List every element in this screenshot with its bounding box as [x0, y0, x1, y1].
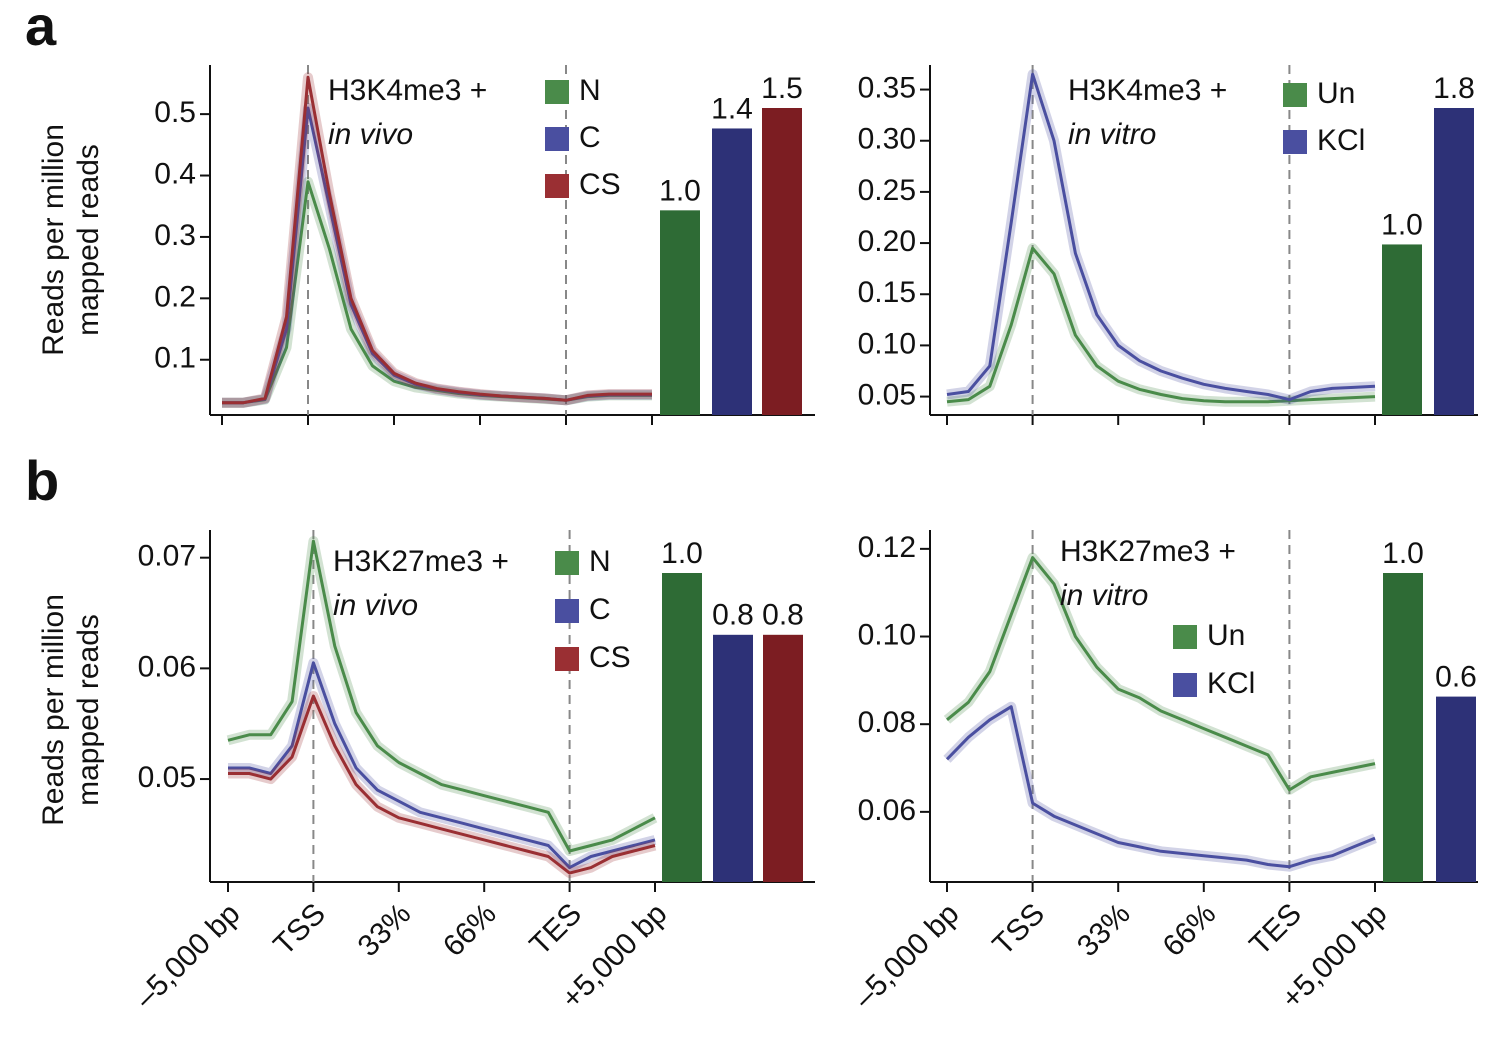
- y-tick-label: 0.05: [858, 379, 916, 412]
- panel-letter: a: [25, 0, 57, 57]
- legend-swatch: [545, 80, 569, 104]
- legend-swatch: [555, 599, 579, 623]
- y-tick-label: 0.2: [154, 280, 196, 313]
- fold-bar: [660, 210, 700, 415]
- panel-subtitle: in vivo: [328, 118, 413, 151]
- fold-bar: [1434, 108, 1474, 415]
- confidence-band: [943, 701, 1377, 872]
- legend-label: KCl: [1207, 667, 1255, 700]
- legend-swatch: [1173, 625, 1197, 649]
- y-tick-label: 0.12: [858, 531, 916, 564]
- series-line: [946, 72, 1376, 402]
- series-line: [945, 705, 1376, 869]
- fold-bar: [763, 634, 803, 882]
- y-tick-label: 0.20: [858, 225, 916, 258]
- legend-label: N: [589, 545, 611, 578]
- panel-subtitle: in vitro: [1068, 118, 1156, 151]
- legend-label: Un: [1317, 77, 1355, 110]
- series-line: [227, 539, 656, 853]
- bar-value-label: 1.0: [659, 174, 701, 207]
- y-tick-label: 0.25: [858, 174, 916, 207]
- legend-swatch: [555, 647, 579, 671]
- legend-swatch: [1173, 673, 1197, 697]
- legend-label: C: [589, 593, 611, 626]
- fold-bar: [712, 128, 752, 415]
- fold-bar: [1383, 573, 1423, 882]
- panel-title: H3K27me3 +: [1060, 535, 1236, 568]
- x-tick-label: 33%: [1071, 897, 1137, 963]
- y-tick-label: 0.05: [138, 761, 196, 794]
- legend-label: KCl: [1317, 124, 1365, 157]
- bar-value-label: 1.4: [711, 92, 753, 125]
- fold-bar: [713, 634, 753, 882]
- series-line: [946, 246, 1376, 404]
- y-tick-label: 0.07: [138, 540, 196, 573]
- panel-title: H3K27me3 +: [333, 545, 509, 578]
- series-line: [222, 75, 652, 405]
- series-line: [946, 556, 1376, 792]
- confidence-band: [946, 69, 1376, 405]
- fold-bar: [1436, 696, 1476, 882]
- y-tick-label: 0.30: [858, 123, 916, 156]
- bar-value-label: 0.6: [1435, 661, 1477, 694]
- bar-value-label: 1.0: [661, 537, 703, 570]
- legend-label: Un: [1207, 619, 1245, 652]
- panel-title: H3K4me3 +: [1068, 74, 1227, 107]
- y-tick-label: 0.1: [154, 342, 196, 375]
- x-tick-label: TSS: [987, 897, 1052, 962]
- bar-value-label: 0.8: [762, 599, 804, 632]
- panel-subtitle: in vivo: [333, 589, 418, 622]
- legend-swatch: [555, 551, 579, 575]
- confidence-band: [943, 552, 1377, 795]
- x-tick-label: TSS: [267, 897, 332, 962]
- legend-swatch: [545, 127, 569, 151]
- legend-label: CS: [579, 168, 621, 201]
- bar-value-label: 1.8: [1433, 72, 1475, 105]
- bar-value-label: 1.0: [1382, 537, 1424, 570]
- y-axis-label: mapped reads: [72, 144, 105, 336]
- bar-value-label: 1.0: [1381, 208, 1423, 241]
- y-tick-label: 0.4: [154, 157, 196, 190]
- series-line: [228, 694, 656, 875]
- x-tick-label: TES: [524, 897, 589, 962]
- fold-bar: [662, 573, 702, 882]
- panel-subtitle: in vitro: [1060, 579, 1148, 612]
- x-tick-label: –5,000 bp: [129, 897, 247, 1015]
- x-tick-label: TES: [1243, 897, 1308, 962]
- y-tick-label: 0.35: [858, 71, 916, 104]
- y-tick-label: 0.08: [858, 706, 916, 739]
- y-tick-label: 0.10: [858, 618, 916, 651]
- bar-value-label: 0.8: [712, 599, 754, 632]
- legend-label: CS: [589, 641, 631, 674]
- y-axis-label: mapped reads: [72, 614, 105, 806]
- y-tick-label: 0.10: [858, 327, 916, 360]
- y-tick-label: 0.06: [138, 650, 196, 683]
- legend-label: C: [579, 121, 601, 154]
- x-tick-label: 66%: [437, 897, 503, 963]
- legend-swatch: [1283, 130, 1307, 154]
- legend-swatch: [1283, 83, 1307, 107]
- fold-bar: [1382, 244, 1422, 415]
- x-tick-label: –5,000 bp: [848, 897, 966, 1015]
- panel-title: H3K4me3 +: [328, 74, 487, 107]
- panel-letter: b: [25, 449, 59, 512]
- fold-bar: [762, 108, 802, 415]
- y-tick-label: 0.15: [858, 276, 916, 309]
- bar-value-label: 1.5: [761, 72, 803, 105]
- series-line: [228, 661, 656, 870]
- y-axis-label: Reads per million: [37, 594, 70, 826]
- x-tick-label: 33%: [352, 897, 418, 963]
- legend-swatch: [545, 174, 569, 198]
- x-tick-label: 66%: [1157, 897, 1223, 963]
- y-tick-label: 0.5: [154, 96, 196, 129]
- y-axis-label: Reads per million: [37, 124, 70, 356]
- y-tick-label: 0.3: [154, 219, 196, 252]
- legend-label: N: [579, 74, 601, 107]
- y-tick-label: 0.06: [858, 794, 916, 827]
